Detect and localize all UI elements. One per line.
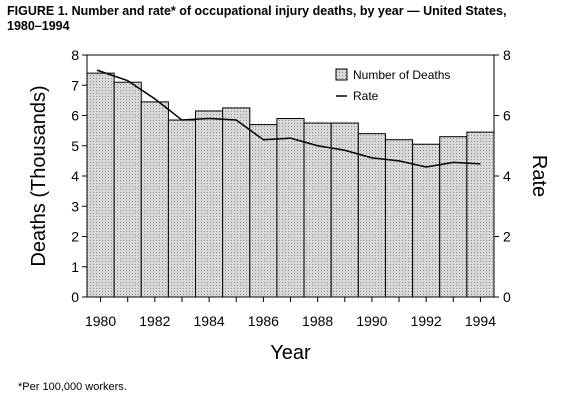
y-right-tick-label: 4 — [503, 168, 511, 184]
figure-title-line-1: FIGURE 1. Number and rate* of occupation… — [7, 4, 507, 18]
bar-1986 — [249, 124, 278, 298]
y-right-axis-title: Rate — [528, 155, 550, 197]
y-right-tick-label: 8 — [503, 47, 511, 63]
bars-layer — [86, 72, 495, 298]
bar-1987 — [276, 118, 305, 298]
y-right-tick-label: 0 — [503, 289, 511, 305]
bar-1981 — [113, 81, 142, 298]
y-left-tick-label: 8 — [71, 47, 79, 63]
x-tick-label: 1990 — [356, 313, 387, 329]
y-left-tick-label: 7 — [71, 77, 79, 93]
y-left-tick-label: 4 — [71, 168, 79, 184]
x-tick-label: 1982 — [139, 313, 170, 329]
x-tick-label: 1992 — [411, 313, 442, 329]
y-right-tick-label: 6 — [503, 108, 511, 124]
legend-swatch-deaths — [335, 68, 348, 81]
bar-1993 — [439, 136, 468, 298]
x-tick-label: 1984 — [194, 313, 225, 329]
bar-1985 — [222, 107, 251, 298]
figure-title-line-2: 1980–1994 — [7, 19, 70, 33]
x-tick-label: 1986 — [248, 313, 279, 329]
bar-1980 — [86, 72, 115, 298]
x-tick-label: 1994 — [465, 313, 496, 329]
bar-1983 — [167, 119, 197, 298]
bar-1992 — [412, 143, 441, 298]
axes-layer: 0 1 2 3 4 5 6 7 8 0 2 4 6 8 1980 1982 1984 1986 1988 1990 19… — [28, 47, 550, 364]
bar-1991 — [384, 139, 414, 298]
rate-line — [96, 69, 481, 168]
legend-label-deaths: Number of Deaths — [353, 68, 450, 82]
y-left-tick-label: 1 — [71, 259, 79, 275]
x-axis-title: Year — [270, 342, 311, 364]
y-left-axis-title: Deaths (Thousands) — [28, 85, 50, 266]
figure-title: FIGURE 1. Number and rate* of occupation… — [7, 4, 567, 34]
y-left-tick-label: 3 — [71, 198, 79, 214]
bar-1988 — [303, 122, 332, 298]
y-left-tick-label: 5 — [71, 138, 79, 154]
y-left-tick-label: 2 — [71, 229, 79, 245]
x-tick-label: 1980 — [85, 313, 116, 329]
y-left-tick-label: 0 — [71, 289, 79, 305]
footnote: *Per 100,000 workers. — [18, 381, 127, 393]
bar-1994 — [466, 131, 495, 298]
y-right-tick-label: 2 — [503, 229, 511, 245]
legend-label-rate: Rate — [353, 89, 379, 103]
line-layer — [96, 69, 481, 168]
legend: Number of Deaths Rate — [335, 68, 450, 103]
x-tick-label: 1988 — [302, 313, 333, 329]
bar-1982 — [140, 101, 169, 298]
y-left-tick-label: 6 — [71, 108, 79, 124]
bar-1984 — [195, 110, 224, 298]
